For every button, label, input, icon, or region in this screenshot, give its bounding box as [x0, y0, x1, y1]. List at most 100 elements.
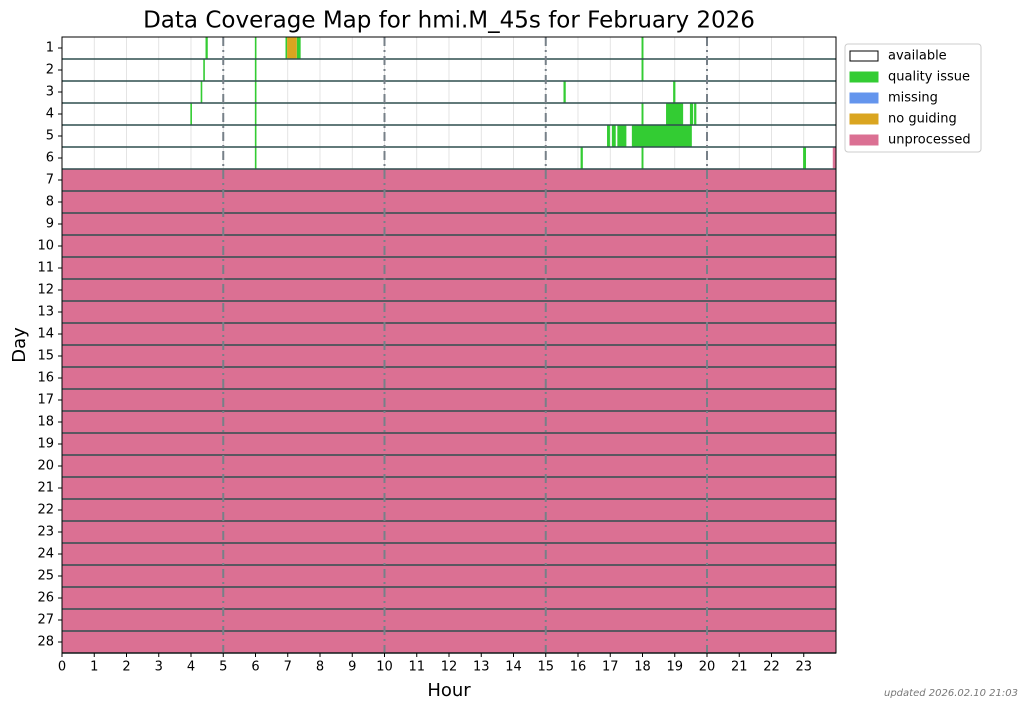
coverage-span [617, 125, 627, 147]
legend-label: quality issue [888, 70, 970, 85]
y-tick-label: 26 [37, 591, 54, 606]
x-tick-label: 16 [570, 660, 587, 675]
x-tick-label: 4 [187, 660, 195, 675]
y-tick-label: 2 [46, 63, 54, 78]
coverage-span [62, 499, 836, 521]
x-tick-label: 23 [795, 660, 812, 675]
y-tick-label: 12 [37, 283, 54, 298]
plot-frame [61, 36, 837, 654]
x-tick-label: 3 [155, 660, 163, 675]
x-tick-label: 2 [122, 660, 130, 675]
x-tick-label: 14 [505, 660, 522, 675]
y-tick-label: 15 [37, 349, 54, 364]
y-tick-label: 22 [37, 503, 54, 518]
y-axis-label: Day [9, 327, 30, 363]
coverage-span [62, 609, 836, 631]
x-axis-label: Hour [427, 680, 471, 701]
coverage-span [832, 147, 836, 169]
x-tick-label: 20 [699, 660, 716, 675]
coverage-span [62, 235, 836, 257]
y-tick-label: 20 [37, 459, 54, 474]
y-tick-label: 11 [37, 261, 54, 276]
coverage-span [254, 103, 257, 125]
coverage-span [580, 147, 583, 169]
x-tick-label: 10 [376, 660, 393, 675]
y-tick-label: 24 [37, 547, 54, 562]
y-tick-label: 25 [37, 569, 54, 584]
y-tick-label: 19 [37, 437, 54, 452]
x-tick-label: 15 [537, 660, 554, 675]
coverage-span [62, 411, 836, 433]
legend-swatch [849, 113, 879, 125]
x-tick-label: 17 [602, 660, 619, 675]
y-tick-label: 16 [37, 371, 54, 386]
chart-title: Data Coverage Map for hmi.M_45s for Febr… [143, 8, 755, 34]
y-tick-label: 6 [46, 151, 54, 166]
coverage-span [62, 213, 836, 235]
y-tick-label: 18 [37, 415, 54, 430]
x-tick-label: 13 [473, 660, 490, 675]
x-tick-label: 18 [634, 660, 651, 675]
coverage-span [803, 147, 807, 169]
coverage-span [666, 103, 684, 125]
y-tick-label: 5 [46, 129, 54, 144]
coverage-span [641, 103, 644, 125]
coverage-span [200, 81, 203, 103]
coverage-span [254, 125, 257, 147]
coverage-span [62, 433, 836, 455]
legend-swatch [849, 50, 879, 62]
update-note: updated 2026.02.10 21:03 [884, 688, 1018, 699]
coverage-span [641, 59, 644, 81]
legend-swatch [849, 134, 879, 146]
y-tick-label: 23 [37, 525, 54, 540]
x-tick-label: 19 [666, 660, 683, 675]
coverage-span [631, 125, 692, 147]
coverage-span [689, 103, 694, 125]
legend-swatch [849, 71, 879, 83]
coverage-span [205, 37, 208, 59]
legend-swatch [849, 92, 879, 104]
coverage-span [62, 301, 836, 323]
coverage-span [62, 389, 836, 411]
legend-box [844, 43, 982, 153]
coverage-span [611, 125, 616, 147]
coverage-span [287, 37, 297, 59]
x-tick-label: 8 [316, 660, 324, 675]
legend-label: missing [888, 91, 938, 106]
x-tick-label: 12 [441, 660, 458, 675]
x-tick-label: 0 [58, 660, 66, 675]
y-tick-label: 8 [46, 195, 54, 210]
x-tick-label: 1 [90, 660, 98, 675]
y-tick-label: 27 [37, 613, 54, 628]
x-tick-label: 9 [348, 660, 356, 675]
coverage-span [62, 169, 836, 191]
coverage-span [673, 81, 676, 103]
coverage-span [254, 59, 257, 81]
coverage-span [62, 543, 836, 565]
coverage-span [62, 257, 836, 279]
coverage-span [254, 81, 257, 103]
coverage-span [563, 81, 566, 103]
coverage-span [62, 279, 836, 301]
y-tick-label: 21 [37, 481, 54, 496]
coverage-span [62, 521, 836, 543]
y-tick-label: 17 [37, 393, 54, 408]
coverage-span [62, 191, 836, 213]
y-tick-label: 13 [37, 305, 54, 320]
x-tick-label: 22 [763, 660, 780, 675]
coverage-span [254, 37, 257, 59]
y-tick-label: 7 [46, 173, 54, 188]
coverage-span [62, 565, 836, 587]
y-tick-label: 9 [46, 217, 54, 232]
coverage-span [296, 37, 301, 59]
y-tick-label: 3 [46, 85, 54, 100]
y-tick-label: 10 [37, 239, 54, 254]
coverage-span [62, 345, 836, 367]
x-tick-label: 21 [731, 660, 748, 675]
coverage-span [62, 631, 836, 653]
legend-label: no guiding [888, 112, 957, 127]
x-tick-label: 5 [219, 660, 227, 675]
y-tick-label: 4 [46, 107, 54, 122]
x-tick-label: 6 [251, 660, 259, 675]
coverage-span [694, 103, 697, 125]
